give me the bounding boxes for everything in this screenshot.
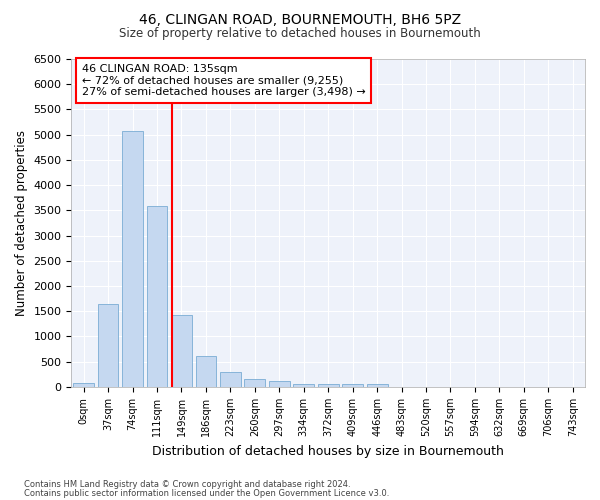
Bar <box>318 384 338 387</box>
Bar <box>293 384 314 387</box>
Text: 46 CLINGAN ROAD: 135sqm
← 72% of detached houses are smaller (9,255)
27% of semi: 46 CLINGAN ROAD: 135sqm ← 72% of detache… <box>82 64 365 97</box>
Bar <box>146 206 167 387</box>
Bar <box>220 372 241 387</box>
Bar <box>342 384 363 387</box>
Bar <box>269 382 290 387</box>
Text: Size of property relative to detached houses in Bournemouth: Size of property relative to detached ho… <box>119 28 481 40</box>
Bar <box>196 356 217 387</box>
Bar <box>171 316 192 387</box>
Bar <box>367 384 388 387</box>
Bar <box>73 383 94 387</box>
Bar <box>98 304 118 387</box>
Bar <box>122 130 143 387</box>
X-axis label: Distribution of detached houses by size in Bournemouth: Distribution of detached houses by size … <box>152 444 504 458</box>
Y-axis label: Number of detached properties: Number of detached properties <box>15 130 28 316</box>
Bar <box>244 379 265 387</box>
Text: Contains public sector information licensed under the Open Government Licence v3: Contains public sector information licen… <box>24 489 389 498</box>
Text: Contains HM Land Registry data © Crown copyright and database right 2024.: Contains HM Land Registry data © Crown c… <box>24 480 350 489</box>
Text: 46, CLINGAN ROAD, BOURNEMOUTH, BH6 5PZ: 46, CLINGAN ROAD, BOURNEMOUTH, BH6 5PZ <box>139 12 461 26</box>
